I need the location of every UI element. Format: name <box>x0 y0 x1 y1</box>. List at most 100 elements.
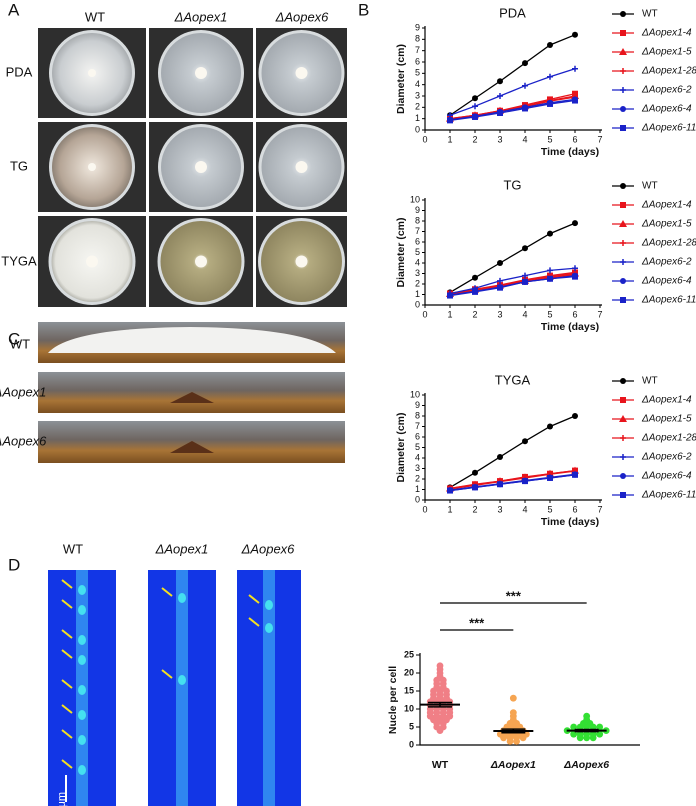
column-label: ΔAopex1 <box>174 9 228 24</box>
marker <box>447 487 453 494</box>
marker <box>547 423 553 430</box>
legend-label: ΔAopex1-4 <box>641 28 692 39</box>
panel-label: B <box>358 0 369 19</box>
significance-label: *** <box>469 615 485 630</box>
x-tick-label: 7 <box>597 504 602 514</box>
arrow <box>61 649 73 659</box>
x-tick-label: 7 <box>597 309 602 319</box>
marker <box>447 292 453 299</box>
chart-title: TYGA <box>495 372 531 387</box>
series-line <box>449 276 576 297</box>
x-axis-label: Time (days) <box>541 516 599 528</box>
arrow <box>161 669 173 679</box>
y-tick-label: 8 <box>415 34 420 44</box>
y-axis-label: Diameter (cm) <box>395 44 407 114</box>
marker <box>522 438 528 445</box>
x-axis-label: Time (days) <box>541 146 599 158</box>
marker <box>497 481 503 488</box>
arrow <box>61 629 73 639</box>
colony <box>170 441 214 453</box>
x-tick-label: 5 <box>547 504 552 514</box>
marker <box>522 82 528 89</box>
x-tick-label: 1 <box>447 309 452 319</box>
panel-label: D <box>8 555 20 574</box>
x-tick-label: 2 <box>472 134 477 144</box>
marker <box>572 220 578 227</box>
x-tick-label: 4 <box>522 309 527 319</box>
y-tick-label: 1 <box>415 113 420 123</box>
marker <box>620 87 626 93</box>
arrow <box>61 729 73 739</box>
legend-label: ΔAopex6-2 <box>641 85 692 96</box>
y-axis-label: Diameter (cm) <box>395 217 407 287</box>
marker <box>547 275 553 282</box>
marker <box>497 453 503 460</box>
y-tick-label: 2 <box>415 102 420 112</box>
marker <box>497 260 503 266</box>
marker <box>497 93 503 99</box>
y-tick-label: 2 <box>415 278 420 288</box>
colony <box>195 67 207 79</box>
x-tick-label: WT <box>432 759 449 771</box>
error-bar <box>501 728 526 734</box>
y-tick-label: 4 <box>415 79 420 89</box>
nucleus <box>78 635 86 645</box>
series-line <box>449 222 576 293</box>
axes <box>424 198 602 306</box>
arrow <box>61 704 73 714</box>
panel-label: C <box>8 329 20 348</box>
nucleus <box>78 605 86 615</box>
legend-label: ΔAopex6-2 <box>641 257 692 268</box>
legend-label: ΔAopex1-5 <box>641 414 692 425</box>
y-tick-label: 0 <box>415 494 420 504</box>
marker <box>620 378 626 384</box>
y-tick-label: 7 <box>415 45 420 55</box>
marker <box>620 68 626 74</box>
legend-label: ΔAopex1-4 <box>641 395 692 406</box>
x-tick-label: 2 <box>472 504 477 514</box>
marker <box>522 278 528 285</box>
marker <box>522 60 528 67</box>
y-tick-label: 20 <box>404 667 414 677</box>
nucleus <box>78 585 86 595</box>
plate-photos <box>38 28 347 307</box>
marker <box>620 297 626 303</box>
marker <box>547 73 553 80</box>
series-line <box>449 474 576 492</box>
marker <box>620 397 626 403</box>
series-line <box>449 470 576 490</box>
series-line <box>449 93 576 120</box>
dot <box>436 662 444 670</box>
colony <box>195 161 207 173</box>
column-label: WT <box>63 541 83 556</box>
y-tick-label: 0 <box>415 124 420 134</box>
y-tick-label: 10 <box>410 389 420 399</box>
series-line <box>449 267 576 295</box>
colony <box>88 69 96 77</box>
y-axis-label: Diameter (cm) <box>395 412 407 482</box>
nucleus <box>78 710 86 720</box>
error-bar <box>428 701 452 708</box>
dot <box>583 712 591 720</box>
marker <box>572 31 578 38</box>
marker <box>620 30 626 36</box>
y-tick-label: 7 <box>415 421 420 431</box>
y-tick-label: 25 <box>404 649 414 659</box>
y-tick-label: 6 <box>415 236 420 246</box>
marker <box>620 492 626 498</box>
legend-label: ΔAopex1-28 <box>641 238 696 249</box>
x-tick-label: 3 <box>497 309 502 319</box>
marker <box>620 240 626 246</box>
nucleus <box>78 735 86 745</box>
y-tick-label: 5 <box>415 247 420 257</box>
marker <box>620 202 626 208</box>
marker <box>472 288 478 295</box>
marker <box>547 230 553 237</box>
chart-title: PDA <box>499 5 526 20</box>
dot <box>509 694 517 702</box>
y-tick-label: 0 <box>409 739 414 749</box>
nucleus <box>78 765 86 775</box>
arrow <box>248 594 260 604</box>
legend-label: ΔAopex6-11 <box>641 490 696 501</box>
